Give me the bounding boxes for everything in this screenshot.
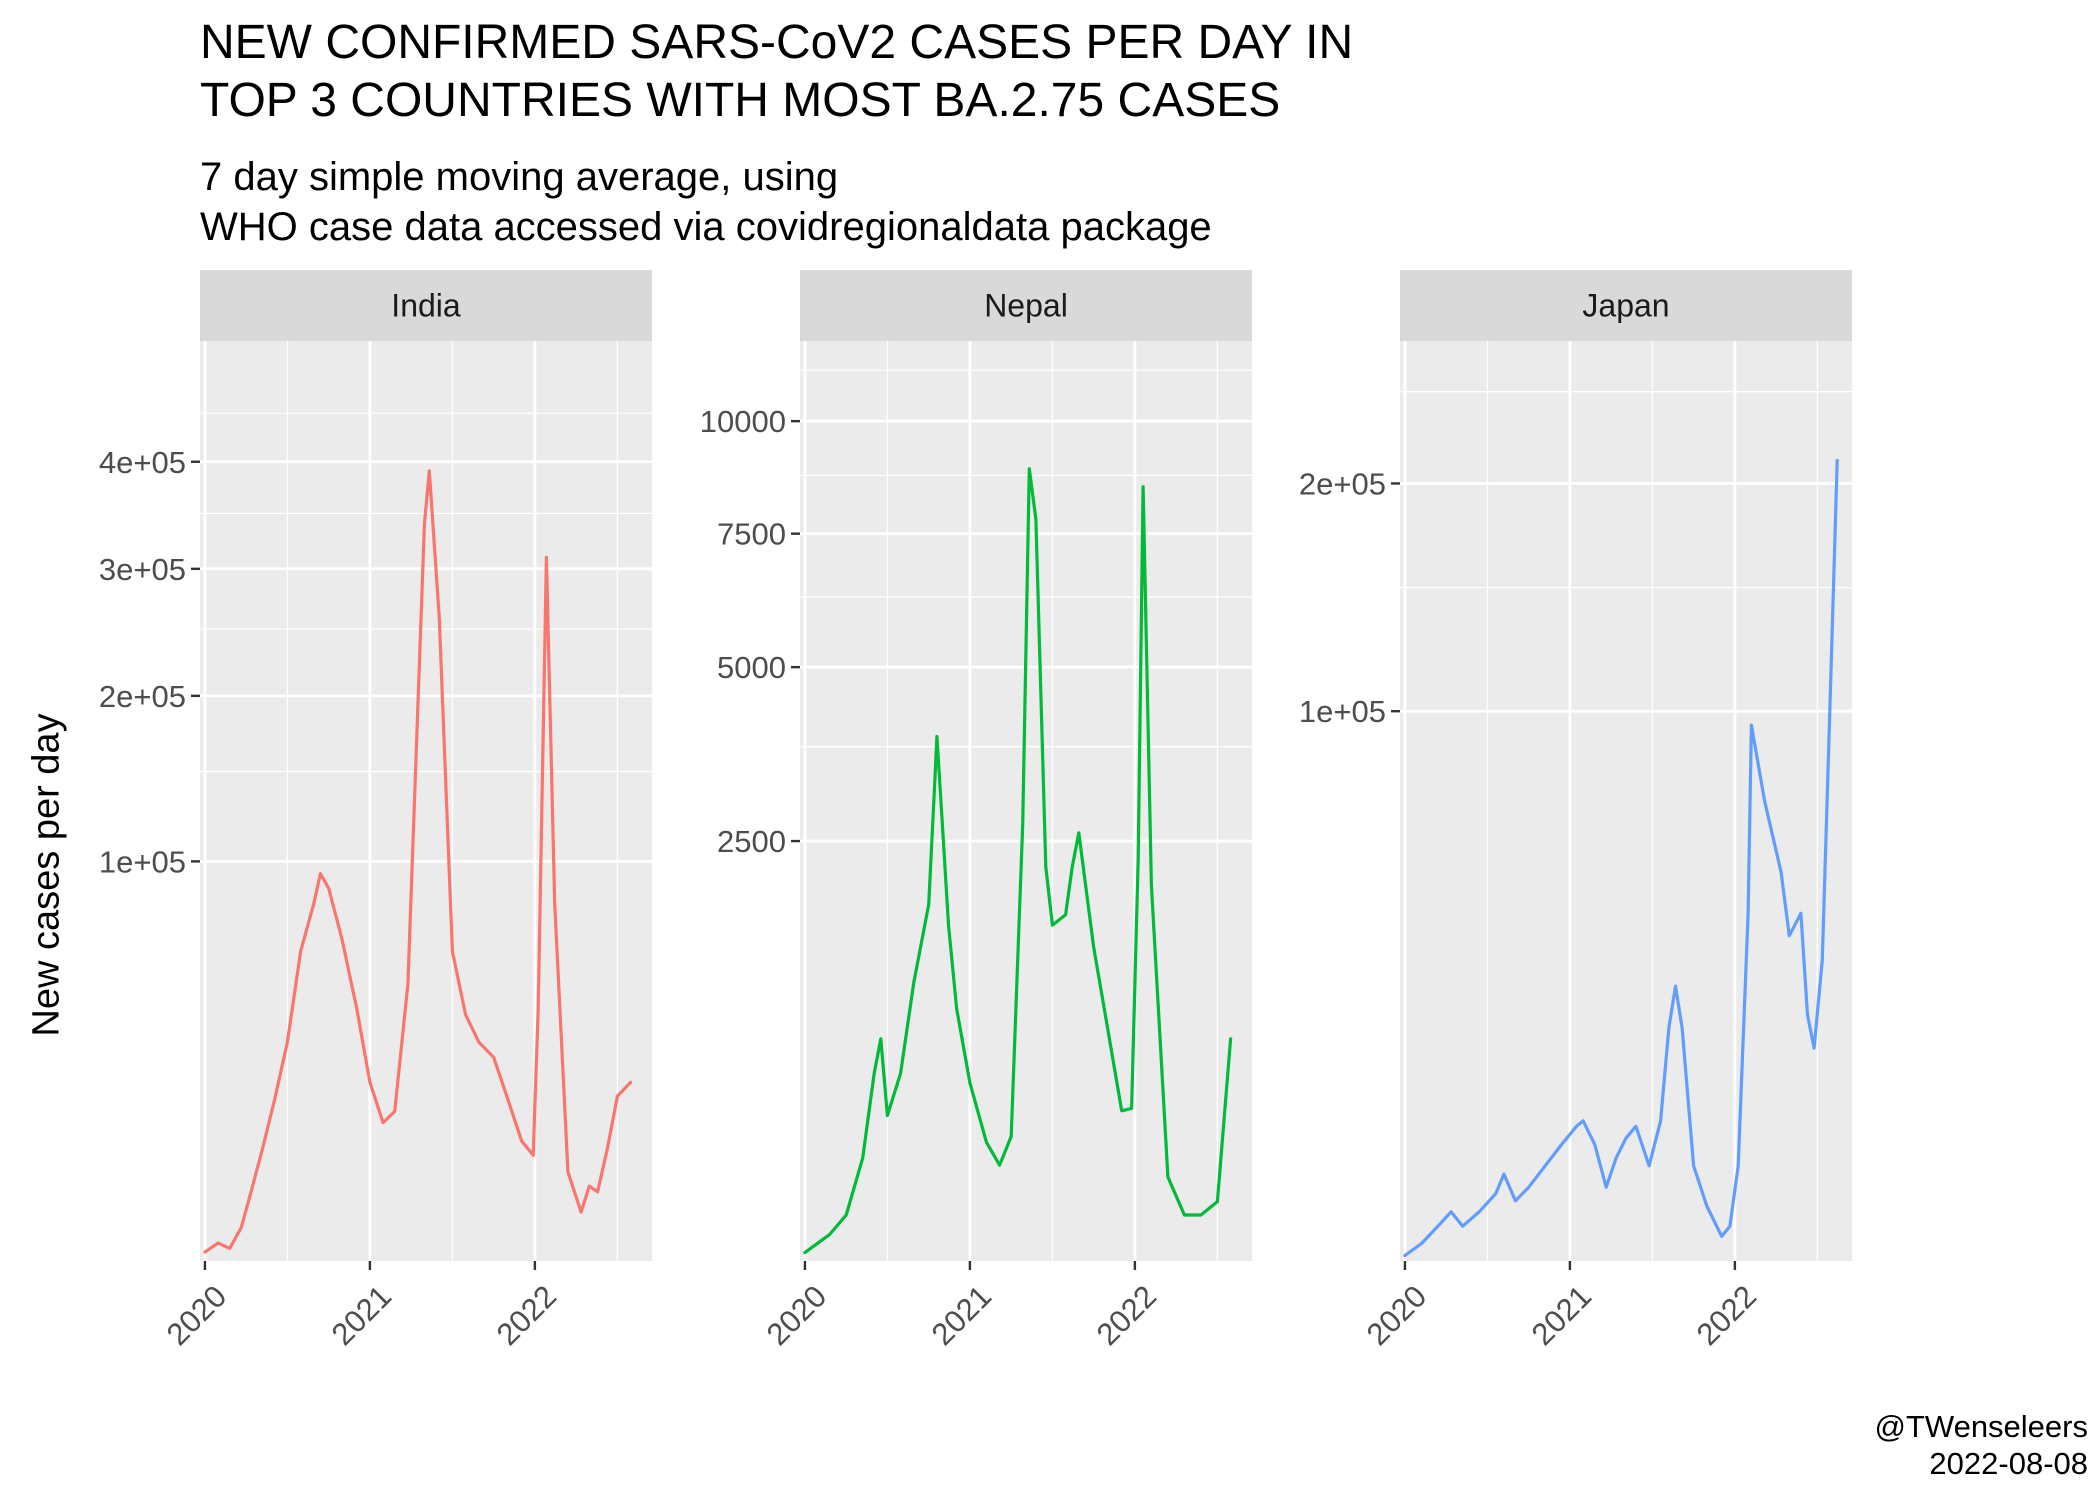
x-tick-label: 2021 (325, 1279, 399, 1353)
series-line-nepal (803, 467, 1233, 1255)
x-tick-label: 2022 (1090, 1279, 1164, 1353)
series-line-japan (1403, 458, 1839, 1258)
y-tick-label: 2e+05 (1299, 466, 1386, 501)
y-tick-label: 2e+05 (99, 679, 186, 714)
x-tick-label: 2022 (490, 1279, 564, 1353)
y-tick-label: 1e+05 (1299, 694, 1386, 729)
panel-japan: Japan 1e+05 2e+05 2020 2021 2022 (1299, 270, 1852, 1352)
y-tick-label: 1e+05 (99, 844, 186, 879)
panel-background-japan (1400, 341, 1852, 1261)
panel-india: India 1e+05 2e+05 3e+05 4e+05 2020 2021 2022 (99, 270, 652, 1352)
y-tick-label: 10000 (700, 404, 786, 439)
facet-label-nepal: Nepal (984, 288, 1068, 324)
x-tick-label: 2021 (925, 1279, 999, 1353)
facet-strip-india (200, 270, 652, 341)
series-line-india (203, 469, 633, 1254)
x-tick-label: 2020 (760, 1279, 834, 1353)
chart-subtitle: 7 day simple moving average, using WHO c… (200, 155, 1212, 249)
panel-background-nepal (800, 341, 1252, 1261)
facet-strip-nepal (800, 270, 1252, 341)
x-tick-label: 2021 (1525, 1279, 1599, 1353)
caption: @TWenseleers 2022-08-08 (1874, 1409, 2088, 1481)
y-tick-label: 4e+05 (99, 445, 186, 480)
x-tick-label: 2020 (1360, 1279, 1434, 1353)
x-tick-label: 2022 (1690, 1279, 1764, 1353)
y-tick-label: 5000 (717, 650, 786, 685)
facet-label-japan: Japan (1582, 288, 1669, 324)
chart-title: NEW CONFIRMED SARS-CoV2 CASES PER DAY IN… (200, 16, 1354, 127)
y-tick-label: 7500 (717, 517, 786, 552)
facet-label-india: India (391, 288, 461, 324)
x-tick-label: 2020 (160, 1279, 234, 1353)
y-tick-label: 3e+05 (99, 552, 186, 587)
y-tick-label: 2500 (717, 824, 786, 859)
facet-strip-japan (1400, 270, 1852, 341)
panel-nepal: Nepal 2500 5000 7500 10000 2020 2021 2022 (700, 270, 1252, 1352)
